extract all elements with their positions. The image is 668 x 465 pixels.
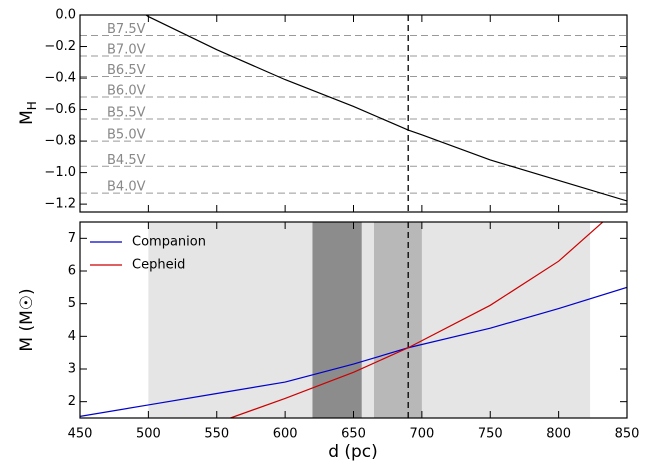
y-tick-label: −0.8	[44, 134, 76, 149]
axes-frame	[79, 14, 628, 213]
y-tick-label: 6	[68, 264, 76, 279]
data-line	[145, 15, 627, 202]
x-tick-label: 600	[273, 427, 298, 442]
reference-label: B5.0V	[107, 128, 146, 143]
y-tick-label: −1.2	[44, 197, 76, 212]
x-tick-label: 700	[409, 427, 434, 442]
plot-area	[80, 222, 627, 418]
plot-area: B7.5V B7.0V B6.5V B6.0V B5.5V B5.0V B4.5V B4.0V	[80, 15, 627, 212]
x-tick-label: 850	[615, 427, 640, 442]
x-tick-label: 500	[136, 427, 161, 442]
y-tick-label: 7	[68, 231, 76, 246]
y-tick-label: −1.0	[44, 165, 76, 180]
y-tick-label: −0.4	[44, 71, 76, 86]
x-tick-label: 550	[204, 427, 229, 442]
y-tick-label: 2	[68, 394, 76, 409]
reference-label: B7.5V	[107, 22, 146, 37]
legend-label: Companion	[132, 235, 206, 250]
data-line	[80, 286, 627, 417]
reference-label: B6.5V	[107, 63, 146, 78]
shaded-band	[312, 222, 362, 418]
y-axis-label: MH	[17, 101, 39, 125]
legend-label: Cepheid	[132, 258, 185, 273]
reference-label: B4.0V	[107, 180, 146, 195]
x-tick-label: 450	[68, 427, 93, 442]
x-tick-label: 750	[478, 427, 503, 442]
y-tick-label: 0.0	[55, 8, 76, 23]
shaded-band	[148, 222, 591, 418]
reference-label: B4.5V	[107, 153, 146, 168]
reference-label: B7.0V	[107, 42, 146, 57]
y-tick-label: −0.6	[44, 102, 76, 117]
y-tick-label: 4	[68, 329, 76, 344]
y-tick-label: 3	[68, 362, 76, 377]
x-axis-label: d (pc)	[328, 442, 378, 462]
y-tick-label: 5	[68, 296, 76, 311]
reference-label: B6.0V	[107, 83, 146, 98]
y-tick-label: −0.2	[44, 39, 76, 54]
y-axis-label: M (M☉)	[17, 288, 37, 351]
data-line	[230, 222, 604, 418]
x-tick-label: 800	[546, 427, 571, 442]
x-tick-label: 650	[341, 427, 366, 442]
shaded-band	[374, 222, 422, 418]
reference-label: B5.5V	[107, 106, 146, 121]
